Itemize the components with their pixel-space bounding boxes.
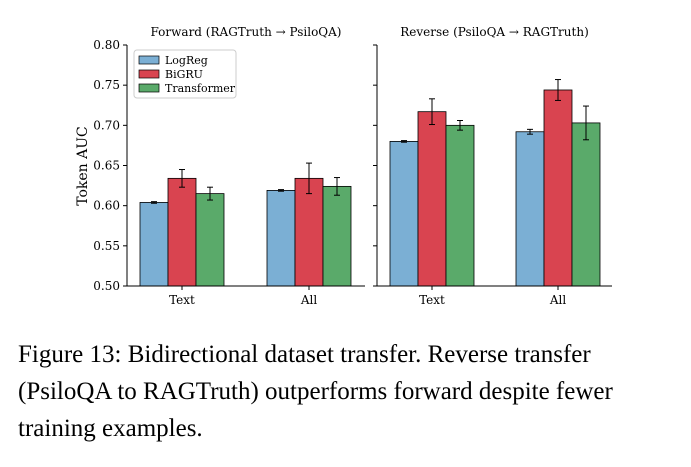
error-bar	[179, 169, 185, 188]
x-tick-label: Text	[419, 293, 445, 307]
bar-logreg-all	[515, 131, 545, 287]
bar-transformer-text	[195, 193, 225, 287]
legend-swatch-logreg	[138, 55, 160, 65]
legend-swatch-bigru	[138, 69, 160, 79]
legend-swatch-transformer	[138, 83, 160, 93]
legend-box	[133, 49, 237, 99]
error-bar	[401, 140, 407, 143]
bar-logreg-text	[389, 140, 419, 287]
error-bar	[278, 189, 284, 192]
figure-caption: Figure 13: Bidirectional dataset transfe…	[18, 341, 613, 442]
error-bar	[429, 98, 435, 126]
y-tick-label: 0.65	[93, 159, 120, 173]
bar-logreg-all	[266, 190, 296, 287]
panel-title: Reverse (PsiloQA → RAGTruth)	[400, 25, 589, 39]
error-bar	[527, 128, 533, 135]
error-bar	[306, 162, 312, 195]
y-tick-label: 0.60	[93, 199, 120, 213]
reverse-transfer-panel: Reverse (PsiloQA → RAGTruth) Text All	[373, 25, 612, 307]
y-tick-label: 0.70	[93, 118, 120, 132]
bar-bigru-text	[417, 111, 447, 287]
bar-transformer-text	[445, 124, 475, 287]
y-tick-label: 0.50	[93, 279, 120, 293]
error-bar	[555, 79, 561, 101]
panel-title: Forward (RAGTruth → PsiloQA)	[151, 25, 342, 39]
x-tick-label: All	[549, 293, 567, 307]
bar-bigru-all	[543, 89, 573, 287]
legend-label: Transformer	[165, 82, 236, 95]
x-tick-label: All	[300, 293, 318, 307]
legend-label: LogReg	[165, 54, 208, 67]
y-tick-label: 0.75	[93, 78, 120, 92]
error-bar	[334, 177, 340, 196]
bar-transformer-all	[322, 185, 352, 287]
y-axis-label: Token AUC	[75, 126, 91, 206]
legend-label: BiGRU	[165, 68, 203, 81]
forward-transfer-panel: Forward (RAGTruth → PsiloQA) Text All 0.50 0…	[93, 25, 365, 307]
bar-bigru-text	[167, 177, 197, 287]
bar-logreg-text	[139, 202, 169, 287]
bar-bigru-all	[294, 177, 324, 287]
error-bar	[151, 201, 157, 204]
y-tick-label: 0.55	[93, 239, 120, 253]
error-bar	[457, 120, 463, 131]
error-bar	[207, 186, 213, 201]
bar-chart-figure: Token AUC Forward (RAGTruth → PsiloQA) Te…	[75, 25, 612, 307]
x-tick-label: Text	[169, 293, 195, 307]
y-tick-label: 0.80	[93, 38, 120, 52]
bar-transformer-all	[571, 122, 601, 287]
error-bar	[583, 105, 589, 141]
